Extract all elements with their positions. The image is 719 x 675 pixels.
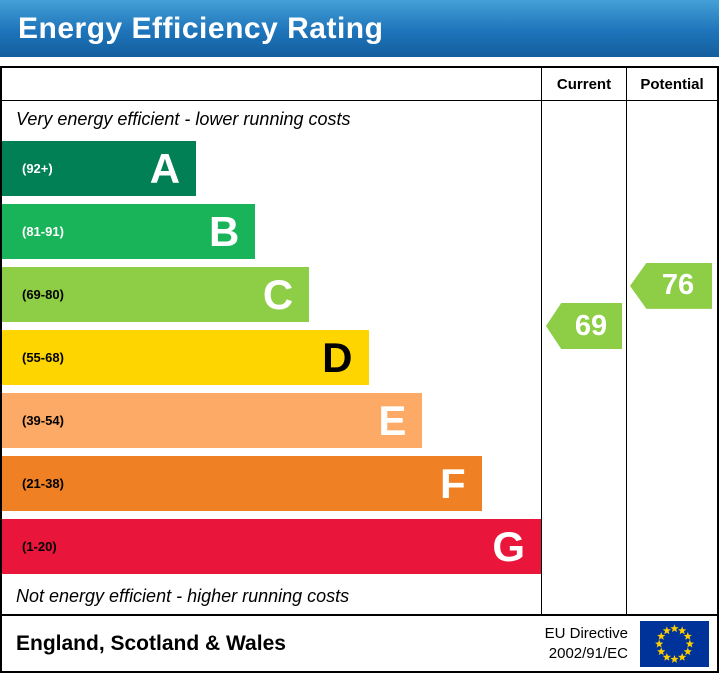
band-range-label: (69-80): [22, 287, 64, 302]
band-letter: G: [492, 522, 525, 570]
potential-rating-arrow: 76: [630, 262, 712, 309]
current-column-body: 69: [542, 101, 626, 614]
bands-column-body: Very energy efficient - lower running co…: [2, 101, 541, 614]
current-column-header: Current: [542, 68, 626, 101]
band-range-label: (1-20): [22, 539, 57, 554]
band-row-a: (92+) A: [2, 137, 541, 200]
band-row-e: (39-54) E: [2, 389, 541, 452]
eu-flag-icon: [640, 620, 709, 667]
band-letter: F: [440, 459, 466, 507]
band-bar-f: (21-38) F: [2, 456, 482, 511]
band-bar-e: (39-54) E: [2, 393, 423, 448]
band-letter: D: [322, 333, 353, 381]
band-row-d: (55-68) D: [2, 326, 541, 389]
band-range-label: (39-54): [22, 413, 64, 428]
title-bar: Energy Efficiency Rating: [0, 0, 719, 57]
band-range-label: (21-38): [22, 476, 64, 491]
band-row-c: (69-80) C: [2, 263, 541, 326]
bands-column-header: [2, 68, 541, 101]
potential-column: Potential 76: [626, 68, 717, 614]
band-row-f: (21-38) F: [2, 452, 541, 515]
eu-directive-line2: 2002/91/EC: [548, 644, 628, 662]
footer: England, Scotland & Wales EU Directive 2…: [0, 616, 719, 673]
potential-column-header: Potential: [627, 68, 717, 101]
band-bar-a: (92+) A: [2, 141, 197, 196]
band-letter: E: [378, 396, 407, 444]
eu-directive-line1: EU Directive: [544, 625, 628, 642]
rating-table: Very energy efficient - lower running co…: [0, 66, 719, 616]
potential-rating-value: 76: [661, 269, 695, 302]
band-range-label: (92+): [22, 161, 53, 176]
eu-directive-label: EU Directive 2002/91/EC: [545, 624, 628, 663]
band-row-b: (81-91) B: [2, 200, 541, 263]
band-letter: C: [262, 270, 294, 318]
band-bar-d: (55-68) D: [2, 330, 369, 385]
top-note: Very energy efficient - lower running co…: [16, 108, 351, 129]
bottom-note: Not energy efficient - higher running co…: [16, 585, 350, 606]
eu-flag-stars: [655, 623, 694, 663]
band-letter: A: [149, 144, 181, 192]
band-bar-c: (69-80) C: [2, 267, 310, 322]
band-range-label: (81-91): [22, 224, 64, 239]
page-title: Energy Efficiency Rating: [18, 11, 384, 45]
band-letter: B: [208, 207, 240, 255]
band-row-g: (1-20) G: [2, 515, 541, 578]
potential-column-body: 76: [627, 101, 717, 614]
current-column: Current 69: [541, 68, 626, 614]
current-rating-value: 69: [574, 309, 608, 342]
bands-column: Very energy efficient - lower running co…: [2, 68, 541, 614]
region-label: England, Scotland & Wales: [16, 631, 286, 655]
band-bar-g: (1-20) G: [2, 519, 541, 574]
band-bar-b: (81-91) B: [2, 204, 256, 259]
band-range-label: (55-68): [22, 350, 64, 365]
current-rating-arrow: 69: [546, 303, 622, 349]
